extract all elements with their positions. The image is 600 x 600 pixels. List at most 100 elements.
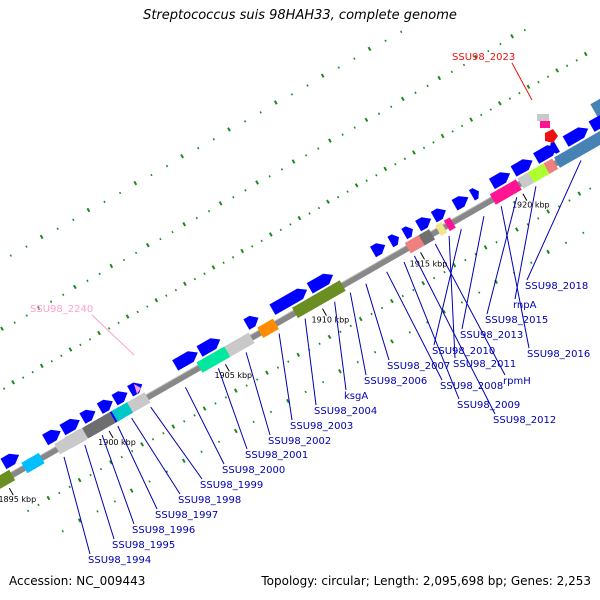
- track-dot: [442, 309, 446, 314]
- tick-mark: [322, 308, 327, 316]
- track-dot: [97, 330, 101, 336]
- track-dot: [564, 241, 568, 245]
- track-dot: [268, 232, 273, 237]
- track-dot: [326, 199, 330, 204]
- track-dot: [11, 380, 15, 385]
- track-dot: [214, 402, 217, 405]
- gene-label: SSU98_2012: [493, 415, 556, 426]
- track-dot: [286, 398, 290, 404]
- track-dot: [36, 305, 41, 310]
- track-dot: [499, 42, 502, 46]
- track-dot: [195, 216, 198, 220]
- track-dot: [88, 338, 92, 341]
- track-dot: [133, 180, 138, 186]
- tick-label: 1910 kbp: [312, 316, 350, 325]
- leader-line: [245, 352, 271, 436]
- gene-olive: [0, 469, 16, 489]
- track-dot: [193, 277, 197, 281]
- track-dot: [171, 424, 176, 429]
- gene-features: [0, 98, 600, 489]
- track-dot: [358, 316, 363, 322]
- gene-forward: [415, 217, 432, 232]
- gene-label: SSU98_2013: [460, 330, 523, 341]
- gene-label: SSU98_2010: [432, 346, 495, 357]
- track-dot: [370, 312, 373, 316]
- track-dot: [89, 473, 92, 477]
- track-dot: [462, 63, 466, 67]
- track-dot: [510, 34, 514, 39]
- track-dot: [557, 205, 561, 208]
- track-dot: [460, 124, 464, 128]
- gene-lime: [527, 163, 550, 183]
- track-dot: [134, 251, 138, 255]
- track-dot: [575, 59, 578, 62]
- gene-grey: [54, 428, 88, 455]
- track-dot: [469, 117, 474, 122]
- genome-summary: Topology: circular; Length: 2,095,698 bp…: [261, 574, 591, 588]
- track-dot: [86, 207, 91, 213]
- track-dot: [22, 376, 25, 379]
- gene-magenta: [443, 217, 456, 232]
- track-dot: [269, 410, 273, 414]
- gene-darkgrey: [418, 229, 435, 246]
- leader-line: [365, 283, 390, 361]
- track-dot: [37, 503, 40, 507]
- track-dot: [129, 488, 134, 493]
- track-dot: [400, 30, 403, 34]
- highlight-pink-marker: [134, 384, 141, 394]
- gene-skyblue: [21, 452, 45, 474]
- gene-labels: SSU98_1994 SSU98_1995 SSU98_1996 SSU98_1997…: [63, 160, 590, 566]
- track-dot: [297, 215, 302, 221]
- track-dot: [122, 258, 126, 262]
- track-dot: [171, 230, 174, 234]
- track-dot: [432, 276, 436, 280]
- gene-orange: [257, 318, 279, 338]
- track-dot: [232, 196, 235, 199]
- leader-line: [413, 255, 496, 415]
- track-dot: [421, 280, 426, 286]
- track-dot: [367, 46, 372, 52]
- track-dot: [109, 460, 113, 465]
- track-dot: [50, 360, 53, 363]
- track-dot: [304, 154, 308, 157]
- gene-steelblue-top: [590, 98, 600, 117]
- track-dot: [255, 378, 259, 381]
- highlight-red-box2: [540, 121, 550, 128]
- track-dot: [583, 51, 588, 57]
- track-dot: [483, 245, 488, 250]
- track-dot: [339, 330, 342, 334]
- gene-label: SSU98_2001: [245, 450, 308, 461]
- leader-line: [526, 160, 582, 281]
- track-dot: [291, 159, 296, 164]
- track-dot: [125, 314, 130, 319]
- track-dot: [60, 354, 63, 357]
- track-dot: [165, 164, 169, 168]
- track-dot: [244, 189, 247, 192]
- gene-label: SSU98_1999: [200, 480, 263, 491]
- position-ticks: 1895 kbp 1900 kbp 1905 kbp 1910 kbp 1915 kbp…: [0, 193, 550, 504]
- leader-line: [101, 434, 135, 525]
- track-dot: [450, 70, 454, 74]
- track-dot: [320, 73, 325, 78]
- gene-label: SSU98_2004: [314, 406, 377, 417]
- track-dot: [338, 369, 342, 374]
- track-dot: [349, 324, 352, 328]
- leader-line: [150, 406, 203, 480]
- gene-label: SSU98_2009: [457, 400, 520, 411]
- track-dot: [77, 477, 82, 483]
- gene-label: ksgA: [344, 391, 368, 402]
- track-dot: [289, 223, 292, 226]
- track-dot: [341, 133, 344, 136]
- leader-line: [278, 333, 293, 421]
- track-dot: [377, 112, 381, 115]
- track-dot: [414, 91, 417, 95]
- leader-line: [117, 425, 158, 510]
- track-dot: [131, 449, 134, 453]
- track-dot: [58, 491, 61, 495]
- track-dot: [487, 49, 490, 53]
- track-dot: [375, 174, 378, 177]
- track-dot: [113, 500, 117, 503]
- track-dot: [260, 239, 263, 243]
- feature-tracks: [0, 28, 592, 533]
- track-dot: [117, 321, 120, 325]
